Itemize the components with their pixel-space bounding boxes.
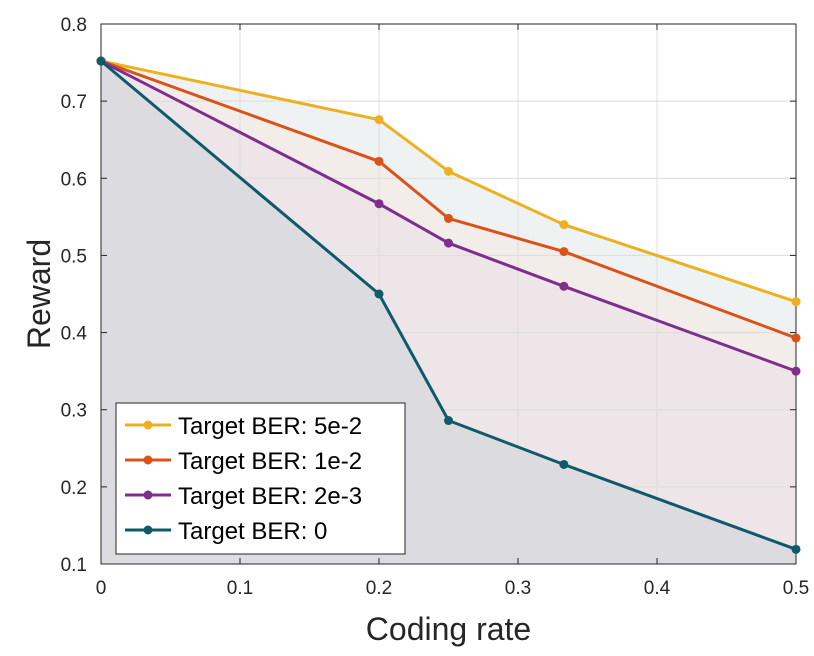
x-tick-label: 0.3 [505,578,531,599]
y-axis-ticks: 0.1 0.2 0.3 0.4 0.5 0.6 0.7 0.8 [61,15,796,576]
data-point [559,247,569,257]
x-tick-label: 0.4 [644,578,671,599]
data-point [559,459,569,469]
x-tick-label: 0.5 [783,578,809,599]
data-point [374,289,384,299]
data-point [444,213,453,223]
legend-label: Target BER: 5e-2 [178,413,362,440]
legend-swatch-marker [143,525,153,535]
y-tick-label: 0.7 [61,92,87,113]
legend-swatch-marker [143,490,153,500]
data-point [96,56,106,66]
legend: Target BER: 5e-2 Target BER: 1e-2 Target B… [115,402,406,555]
y-tick-label: 0.4 [61,324,88,345]
y-tick-label: 0.2 [61,478,87,499]
x-axis-title: Coding rate [366,611,531,647]
legend-swatch-marker [143,455,153,465]
data-point [559,220,569,230]
y-tick-label: 0.8 [61,15,87,36]
data-point [791,333,801,343]
data-point [374,156,384,166]
y-tick-label: 0.6 [61,169,87,190]
data-point [444,166,453,176]
data-point [791,544,801,554]
plot-area-border [100,23,797,565]
series-lines [96,56,801,554]
data-point [444,238,453,248]
data-point [374,115,384,125]
x-axis-ticks: 0 0.1 0.2 0.3 0.4 0.5 [96,24,809,599]
legend-label: Target BER: 0 [178,518,327,545]
legend-label: Target BER: 2e-3 [178,483,362,510]
legend-label: Target BER: 1e-2 [178,448,362,475]
y-tick-label: 0.5 [61,246,87,267]
data-point [791,366,801,376]
data-point [791,297,801,307]
x-tick-label: 0 [96,578,107,599]
data-point [444,416,453,426]
legend-swatch-marker [143,420,153,430]
data-point [374,199,384,209]
y-tick-label: 0.1 [61,555,87,576]
x-tick-label: 0.1 [227,578,253,599]
data-point [559,281,569,291]
y-axis-title: Reward [21,239,57,349]
y-tick-label: 0.3 [61,401,87,422]
x-tick-label: 0.2 [366,578,392,599]
